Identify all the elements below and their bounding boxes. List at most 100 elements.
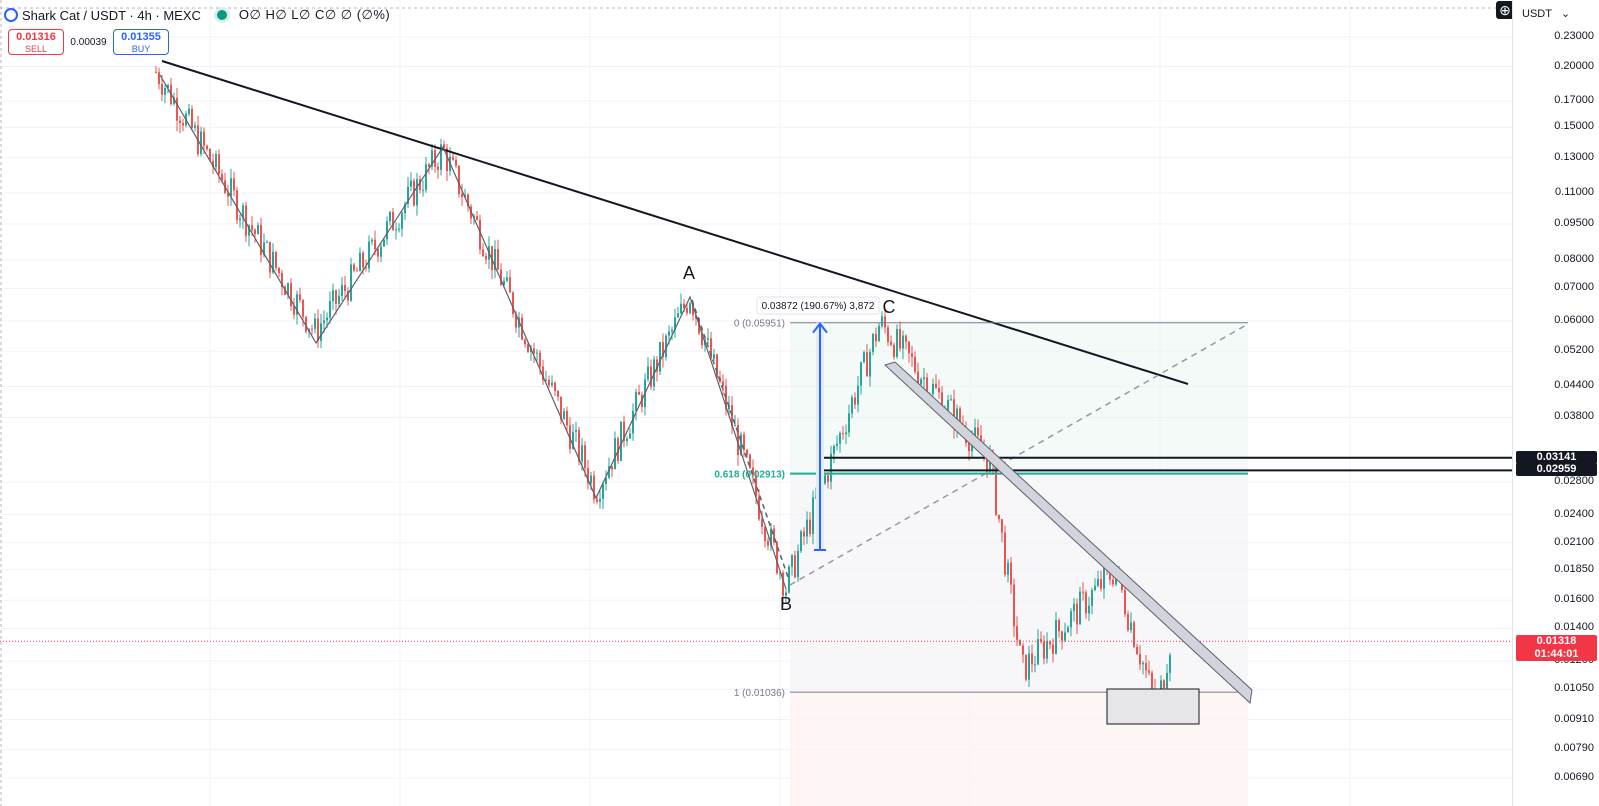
candle-body [680,303,682,314]
candle-body [377,249,379,257]
measure-label: 0.03872 (190.67%) 3,872 [762,301,875,312]
candle-body [1034,664,1036,666]
chart-area[interactable]: A B C 0 (0.05951) 0.618 (0.02913) 1 (0.01036)… [0,0,1512,806]
price-tick: 0.05200 [1554,344,1594,357]
candle-body [776,542,778,574]
candle-body [275,251,277,268]
descending-channel [884,361,1253,705]
candle-body [422,189,424,191]
candle-body [371,239,373,242]
candle-body [629,433,631,439]
candle-body [1079,591,1081,625]
candle-body [770,528,772,546]
price-tick: 0.08000 [1554,253,1594,266]
candle-body [1082,591,1084,593]
candle-body [686,308,688,313]
candle-body [734,424,736,427]
candle-body [659,342,661,372]
candle-body [554,382,556,391]
candle-body [635,391,637,411]
candle-body [506,277,508,281]
candle-body [1145,662,1147,671]
candle-body [1052,644,1054,654]
candle-body [584,445,586,469]
candle-body [251,225,253,230]
candle-body [179,120,181,123]
plus-circle-icon[interactable]: ⊕ [1496,1,1514,19]
candle-body [1088,605,1090,614]
candle-body [1142,662,1144,665]
candle-body [206,145,208,150]
candle-body [914,356,916,372]
sell-button[interactable]: 0.01316 SELL [8,29,64,55]
candle-body [905,335,907,342]
price-tick: 0.02400 [1554,507,1594,520]
buy-button[interactable]: 0.01355 BUY [113,29,169,55]
candle-body [647,366,649,380]
candle-body [320,323,322,341]
chart-header: Shark Cat / USDT · 4h · MEXC O∅ H∅ L∅ C∅… [4,5,390,25]
candle-body [1055,620,1057,654]
candle-body [383,239,385,247]
candle-body [740,434,742,456]
candle-body [1064,632,1066,641]
candle-body [416,179,418,206]
price-tick: 0.01600 [1554,593,1594,606]
candle-body [788,566,790,593]
candle-body [866,352,868,377]
candle-body [428,164,430,167]
candle-body [1031,653,1033,665]
spread-value: 0.00039 [70,36,107,48]
candle-body [200,131,202,155]
candle-body [833,445,835,454]
fib-zone-upper [790,322,1248,474]
candle-body [1127,614,1129,631]
drawings[interactable] [0,60,1512,725]
candle-body [347,290,349,301]
currency-label: USDT [1522,8,1552,20]
candle-body [764,526,766,541]
candle-body [767,540,769,546]
candle-body [176,97,178,121]
candle-body [860,362,862,386]
price-chart[interactable]: A B C 0 (0.05951) 0.618 (0.02913) 1 (0.01036)… [0,0,1512,806]
price-axis[interactable]: 0.23000 0.20000 0.17000 0.15000 0.13000 0.110… [1512,0,1599,806]
candle-body [476,216,478,220]
candle-body [407,186,409,204]
candle-body [932,383,934,394]
candle-body [158,72,160,85]
candle-body [380,246,382,257]
candle-body [317,318,319,341]
price-tick: 0.15000 [1554,120,1594,133]
candle-body [713,354,715,359]
candle-body [359,252,361,272]
candle-body [413,180,415,206]
currency-selector[interactable]: USDT ⌄ [1516,4,1590,24]
candle-body [260,225,262,255]
candle-body [974,427,976,439]
candle-body [233,178,235,191]
candle-body [284,286,286,296]
candle-body [410,180,412,187]
candle-body [668,331,670,336]
candle-body [1049,641,1051,645]
candle-body [809,519,811,534]
candle-body [239,218,241,221]
symbol-title[interactable]: Shark Cat / USDT · 4h · MEXC [22,7,201,23]
candle-body [1139,654,1141,665]
candle-body [437,166,439,170]
candle-body [746,449,748,455]
market-status-icon [216,10,227,20]
candle-body [212,160,214,167]
candle-body [671,329,673,332]
candle-body [722,381,724,386]
level-tag-2: 0.02959 [1516,463,1597,477]
candle-body [881,316,883,326]
candle-body [1124,590,1126,615]
candle-body [755,475,757,497]
candle-body [329,300,331,318]
candle-body [827,475,829,482]
candle-body [794,555,796,578]
candle-body [602,483,604,499]
candle-body [272,251,274,273]
